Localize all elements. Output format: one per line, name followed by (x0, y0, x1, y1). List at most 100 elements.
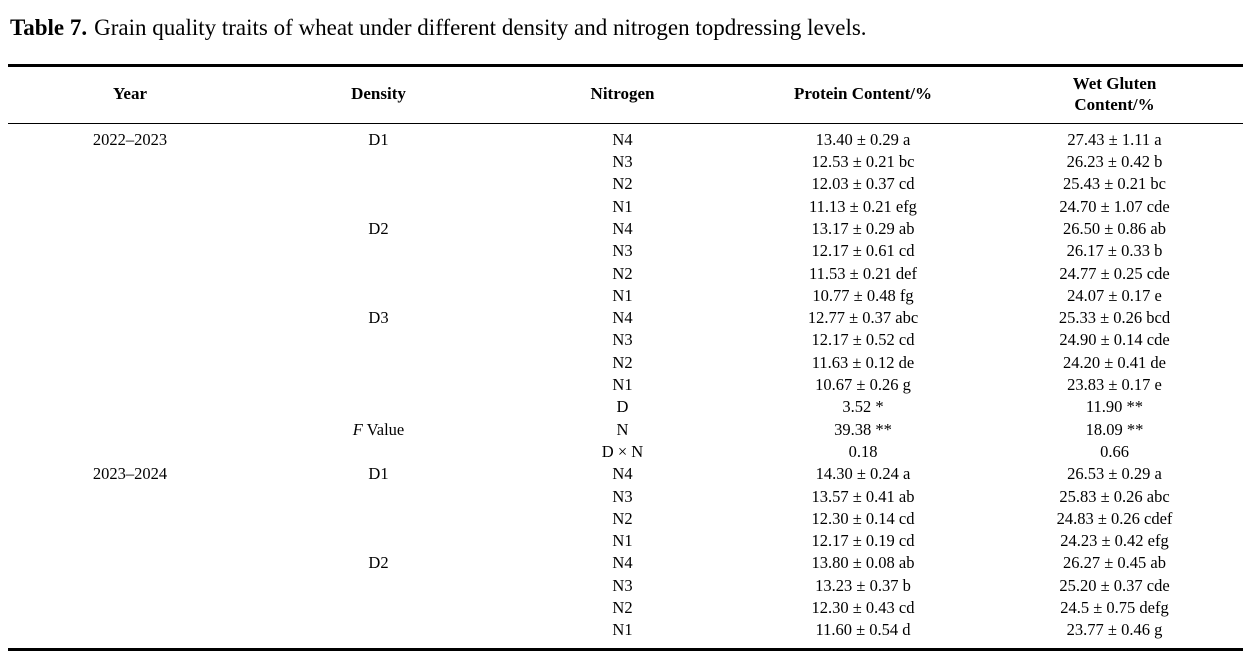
cell-nitrogen: N4 (612, 129, 633, 149)
cell-density (252, 530, 505, 552)
cell-protein: 13.40 ± 0.29 a (815, 129, 911, 149)
cell-protein: 39.38 ** (834, 419, 892, 439)
cell-wet-gluten: 24.90 ± 0.14 cde (1059, 330, 1170, 350)
table-row: 2022–2023 D1 N4 13.40 ± 0.29 a 27.43 ± 1.11 … (8, 123, 1243, 151)
table-row: N1 12.17 ± 0.19 cd 24.23 ± 0.42 efg (8, 530, 1243, 552)
cell-density: D1 (252, 123, 505, 151)
cell-protein: 3.52 * (842, 397, 884, 417)
cell-nitrogen: D (616, 397, 629, 417)
cell-density (252, 263, 505, 285)
cell-wet-gluten: 26.27 ± 0.45 ab (1062, 553, 1166, 573)
cell-wet-gluten: 24.83 ± 0.26 cdef (1056, 508, 1173, 528)
table-row: D × N 0.18 0.66 (8, 441, 1243, 463)
cell-protein: 11.63 ± 0.12 de (811, 352, 915, 372)
col-header-nitrogen: Nitrogen (505, 65, 740, 124)
cell-density: D2 (252, 218, 505, 240)
cell-protein: 10.77 ± 0.48 fg (812, 285, 914, 305)
cell-density (252, 285, 505, 307)
cell-year: 2023–2024 (92, 464, 168, 484)
cell-wet-gluten: 0.66 (1100, 441, 1129, 461)
cell-year (8, 575, 252, 597)
cell-nitrogen: N1 (612, 620, 633, 640)
col-header-protein: Protein Content/% (740, 65, 986, 124)
cell-nitrogen: N1 (612, 196, 633, 216)
cell-year: 2022–2023 (92, 129, 168, 149)
cell-protein: 12.03 ± 0.37 cd (811, 174, 915, 194)
table-body: 2022–2023 D1 N4 13.40 ± 0.29 a 27.43 ± 1.11 … (8, 123, 1243, 649)
cell-year (8, 196, 252, 218)
cell-year (8, 285, 252, 307)
cell-protein: 10.67 ± 0.26 g (815, 375, 911, 395)
cell-nitrogen: N2 (612, 263, 633, 283)
cell-density (252, 329, 505, 351)
cell-wet-gluten: 24.5 ± 0.75 defg (1060, 597, 1169, 617)
cell-density-text: D1 (368, 464, 389, 484)
cell-wet-gluten: 25.33 ± 0.26 bcd (1058, 308, 1171, 328)
cell-density (252, 374, 505, 396)
cell-nitrogen: N1 (612, 531, 633, 551)
cell-nitrogen: N3 (612, 241, 633, 261)
cell-density (252, 352, 505, 374)
cell-density (252, 486, 505, 508)
cell-year (8, 552, 252, 574)
cell-wet-gluten: 25.43 ± 0.21 bc (1062, 174, 1166, 194)
cell-protein: 12.17 ± 0.61 cd (811, 241, 915, 261)
cell-year (8, 307, 252, 329)
table-row: N1 10.77 ± 0.48 fg 24.07 ± 0.17 e (8, 285, 1243, 307)
cell-protein: 11.60 ± 0.54 d (815, 620, 911, 640)
cell-protein: 12.17 ± 0.52 cd (811, 330, 915, 350)
table-row: N1 11.13 ± 0.21 efg 24.70 ± 1.07 cde (8, 196, 1243, 218)
cell-year (8, 329, 252, 351)
cell-protein: 12.30 ± 0.14 cd (811, 508, 915, 528)
cell-year (8, 597, 252, 619)
cell-density-text: D1 (368, 129, 389, 149)
cell-year (8, 396, 252, 418)
table-row: D 3.52 * 11.90 ** (8, 396, 1243, 418)
cell-density (252, 173, 505, 195)
cell-nitrogen: N3 (612, 330, 633, 350)
cell-density (252, 151, 505, 173)
cell-wet-gluten: 26.50 ± 0.86 ab (1062, 218, 1166, 238)
cell-nitrogen: N4 (612, 218, 633, 238)
cell-protein: 11.13 ± 0.21 efg (809, 196, 917, 216)
cell-wet-gluten: 24.70 ± 1.07 cde (1059, 196, 1170, 216)
table-row: N3 12.53 ± 0.21 bc 26.23 ± 0.42 b (8, 151, 1243, 173)
cell-nitrogen: N2 (612, 174, 633, 194)
cell-density (252, 441, 505, 463)
cell-density: D3 (252, 307, 505, 329)
cell-year (8, 240, 252, 262)
cell-nitrogen: N4 (612, 464, 633, 484)
col-header-year: Year (8, 65, 252, 124)
cell-density: F Value (252, 419, 505, 441)
cell-protein: 12.30 ± 0.43 cd (811, 597, 915, 617)
cell-density-text: D2 (368, 553, 389, 573)
cell-protein: 13.17 ± 0.29 ab (811, 218, 915, 238)
table-row: N3 13.57 ± 0.41 ab 25.83 ± 0.26 abc (8, 486, 1243, 508)
cell-nitrogen: N3 (612, 152, 633, 172)
table-row: N2 12.30 ± 0.43 cd 24.5 ± 0.75 defg (8, 597, 1243, 619)
cell-year (8, 263, 252, 285)
cell-year (8, 441, 252, 463)
caption-label: Table 7. (10, 15, 88, 40)
cell-year (8, 374, 252, 396)
table-caption: Table 7. Grain quality traits of wheat un… (10, 14, 1243, 43)
col-header-wet-gluten-line1: Wet Gluten (1072, 74, 1157, 94)
cell-protein: 13.80 ± 0.08 ab (811, 553, 915, 573)
cell-density (252, 396, 505, 418)
cell-wet-gluten: 26.53 ± 0.29 a (1067, 464, 1162, 484)
table-row: N2 12.30 ± 0.14 cd 24.83 ± 0.26 cdef (8, 508, 1243, 530)
header-row: Year Density Nitrogen Protein Content/% … (8, 65, 1243, 124)
cell-year (8, 352, 252, 374)
table-row: D2 N4 13.80 ± 0.08 ab 26.27 ± 0.45 ab (8, 552, 1243, 574)
cell-nitrogen: N3 (612, 575, 633, 595)
cell-wet-gluten: 24.23 ± 0.42 efg (1060, 531, 1169, 551)
cell-protein: 13.57 ± 0.41 ab (811, 486, 915, 506)
cell-wet-gluten: 23.83 ± 0.17 e (1067, 375, 1162, 395)
cell-year (8, 508, 252, 530)
cell-protein: 12.77 ± 0.37 abc (807, 308, 919, 328)
table-row: D2 N4 13.17 ± 0.29 ab 26.50 ± 0.86 ab (8, 218, 1243, 240)
cell-wet-gluten: 11.90 ** (1085, 397, 1144, 417)
cell-wet-gluten: 23.77 ± 0.46 g (1066, 620, 1163, 640)
cell-density-text: Value (362, 419, 405, 439)
table-row: N1 11.60 ± 0.54 d 23.77 ± 0.46 g (8, 619, 1243, 649)
